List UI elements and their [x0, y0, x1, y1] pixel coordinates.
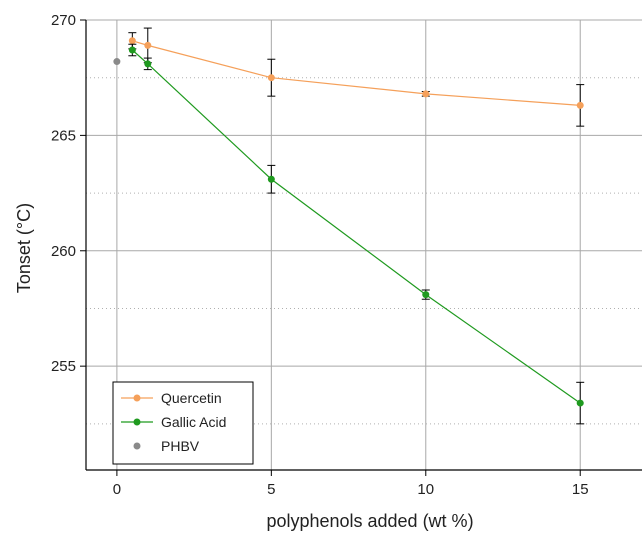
data-point	[422, 90, 430, 98]
legend-label: Quercetin	[161, 390, 222, 406]
data-point	[576, 101, 584, 109]
data-point	[267, 175, 275, 183]
series-layer	[113, 27, 585, 425]
y-axis-title: Tonset (°C)	[14, 203, 34, 293]
series-gallic-acid	[128, 43, 585, 425]
legend-label: PHBV	[161, 438, 200, 454]
series-phbv	[113, 58, 121, 66]
series-quercetin	[128, 27, 585, 127]
data-point	[267, 74, 275, 82]
data-point	[128, 46, 136, 54]
data-point	[576, 399, 584, 407]
series-line	[131, 49, 581, 404]
axes: 0 5 10 15 255 260 265 270	[51, 12, 642, 498]
series-line	[132, 40, 581, 106]
y-tick-label: 270	[51, 12, 76, 29]
y-tick-label: 265	[51, 127, 76, 144]
x-tick-label: 5	[267, 481, 275, 498]
legend-label: Gallic Acid	[161, 414, 226, 430]
data-point	[144, 41, 152, 49]
data-point	[113, 58, 121, 66]
x-tick-label: 10	[417, 481, 434, 498]
data-point	[422, 291, 430, 299]
legend: Quercetin Gallic Acid PHBV	[112, 381, 254, 465]
x-axis-title: polyphenols added (wt %)	[266, 511, 473, 531]
data-point	[128, 37, 136, 45]
legend-marker	[133, 442, 141, 450]
x-tick-label: 0	[113, 481, 121, 498]
x-tick-label: 15	[572, 481, 589, 498]
legend-marker	[133, 394, 141, 402]
y-tick-label: 260	[51, 243, 76, 260]
legend-marker	[133, 418, 141, 426]
y-tick-label: 255	[51, 358, 76, 375]
data-point	[144, 60, 152, 68]
